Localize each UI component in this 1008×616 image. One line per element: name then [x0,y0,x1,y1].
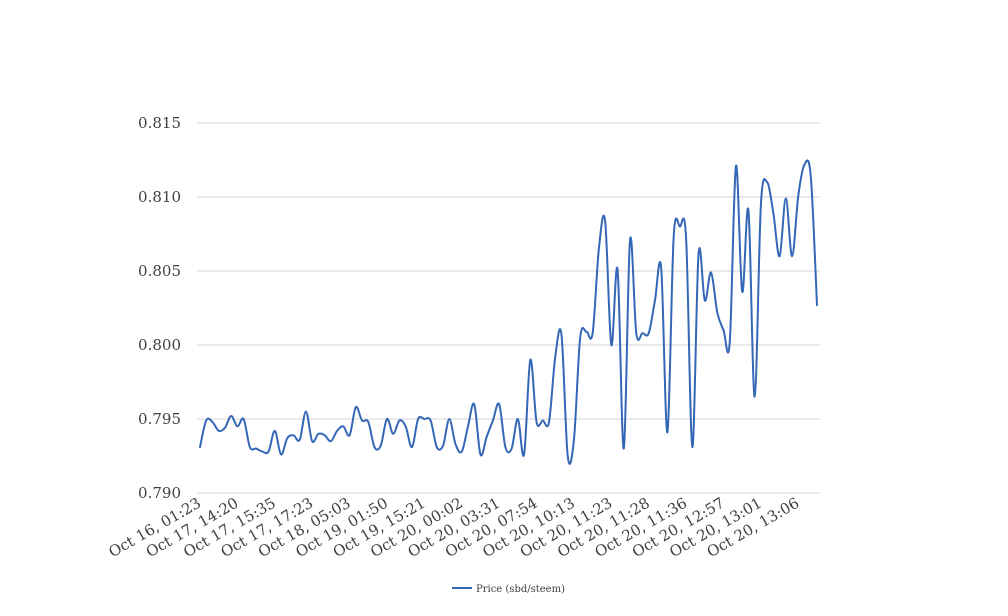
y-tick-label: 0.815 [138,114,181,132]
y-tick-label: 0.795 [138,410,181,428]
gridlines [197,122,820,494]
series-line-price [199,159,818,465]
legend-label: Price (sbd/steem) [476,584,565,595]
series-layer [199,159,818,465]
y-tick-label: 0.810 [138,188,181,206]
y-axis-ticks: 0.790 0.795 0.800 0.805 0.810 0.815 [138,114,181,502]
y-tick-label: 0.790 [138,484,181,502]
y-tick-label: 0.800 [138,336,181,354]
y-tick-label: 0.805 [138,262,181,280]
legend: Price (sbd/steem) [452,584,565,595]
